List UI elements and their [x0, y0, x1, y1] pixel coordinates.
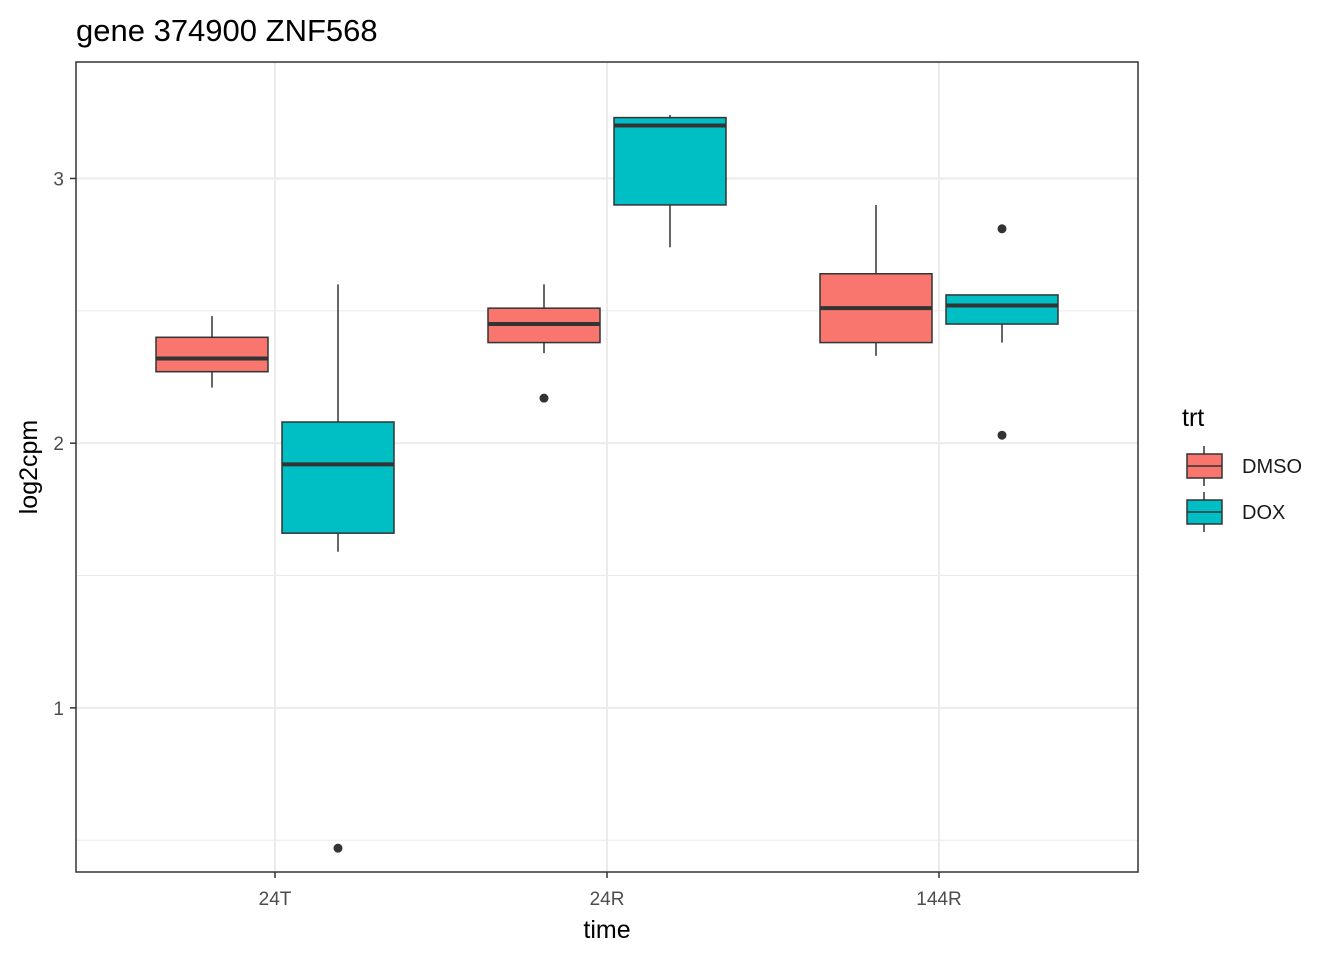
x-tick-label: 24T — [259, 889, 292, 910]
chart-title: gene 374900 ZNF568 — [76, 13, 378, 48]
box-dmso-24r — [487, 284, 601, 403]
legend: trt DMSO DOX — [1182, 404, 1302, 532]
boxplot-boxes — [155, 114, 1059, 853]
box-dmso-144r — [819, 204, 933, 356]
box-dox-24t — [281, 284, 395, 853]
legend-label-dmso: DMSO — [1242, 456, 1302, 478]
outlier-point — [997, 430, 1007, 440]
outlier-point — [997, 224, 1007, 234]
outlier-point — [333, 843, 343, 853]
outlier-point — [539, 393, 549, 403]
y-tick-label: 1 — [53, 699, 64, 720]
box-dox-144r — [945, 224, 1059, 440]
box-dmso-24t — [155, 316, 269, 388]
box-body — [155, 336, 269, 373]
box-body — [281, 421, 395, 534]
box-body — [945, 294, 1059, 325]
y-axis-title: log2cpm — [15, 420, 43, 515]
x-axis-title: time — [583, 916, 630, 944]
box-dox-24r — [613, 114, 727, 248]
legend-title: trt — [1182, 404, 1204, 432]
grid — [76, 62, 1138, 872]
x-tick-label: 144R — [916, 889, 961, 910]
y-tick-label: 3 — [53, 169, 64, 190]
legend-label-dox: DOX — [1242, 502, 1285, 524]
y-tick-label: 2 — [53, 434, 64, 455]
box-body — [613, 116, 727, 206]
axes: 1 2 3 24T 24R 144R — [53, 169, 961, 910]
x-tick-label: 24R — [590, 889, 625, 910]
legend-key-dmso — [1186, 446, 1223, 486]
legend-key-dox — [1186, 492, 1223, 532]
